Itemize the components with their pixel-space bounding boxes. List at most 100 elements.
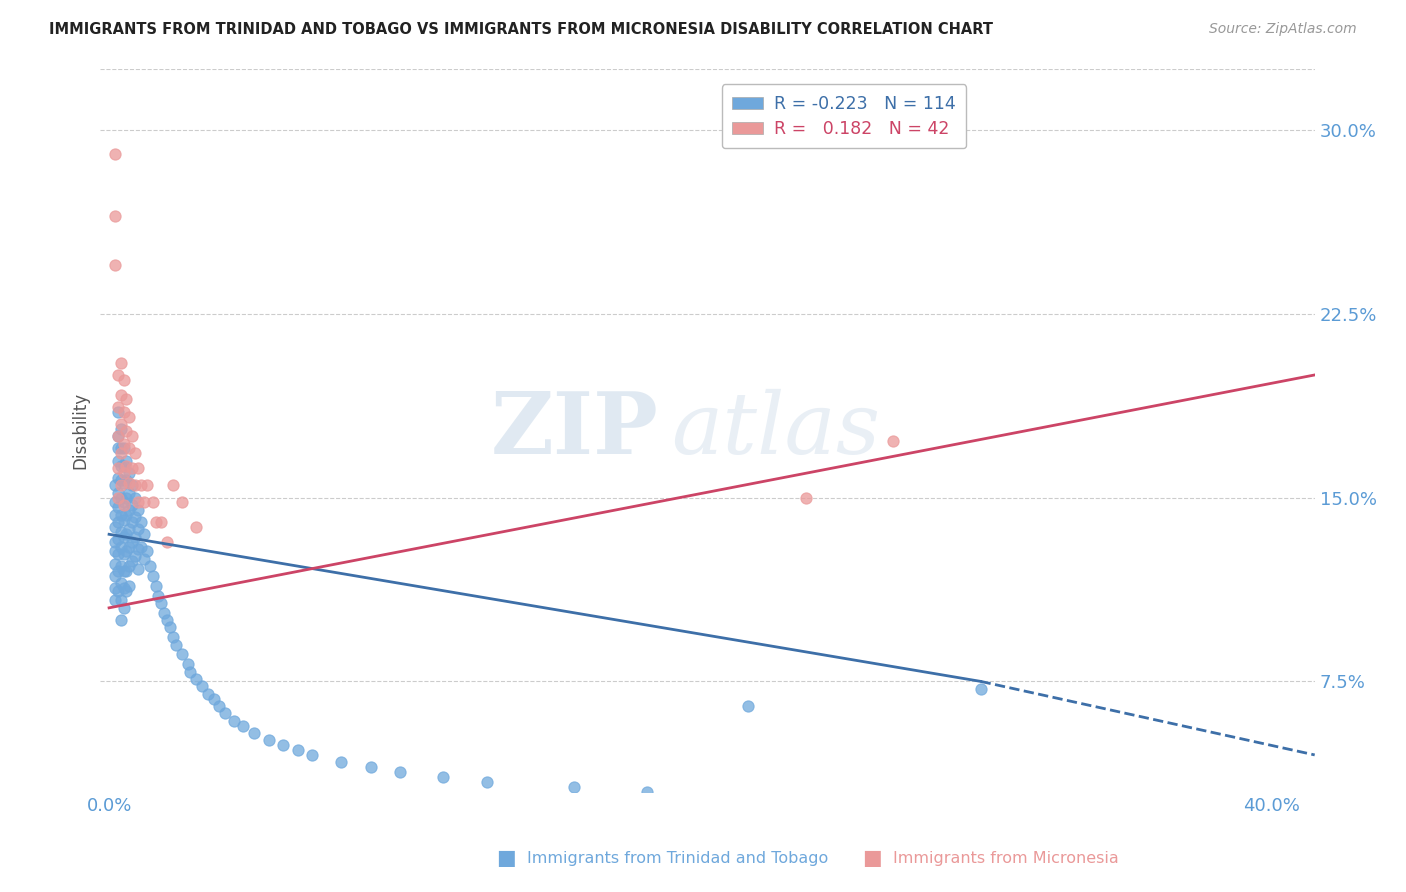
Point: [145, 515, 167, 529]
Point: [115, 474, 138, 488]
Point: [107, 429, 129, 443]
Point: [110, 593, 132, 607]
Point: [121, 534, 143, 549]
Point: [737, 698, 759, 713]
Point: [110, 458, 132, 473]
Point: [104, 534, 127, 549]
Point: [118, 503, 141, 517]
Point: [107, 405, 129, 419]
Text: ZIP: ZIP: [491, 388, 659, 472]
Point: [104, 508, 127, 522]
Point: [794, 491, 817, 505]
Point: [432, 770, 454, 784]
Point: [135, 544, 157, 558]
Point: [107, 532, 129, 546]
Point: [107, 429, 129, 443]
Point: [118, 540, 141, 554]
Point: [112, 512, 135, 526]
Point: [110, 422, 132, 436]
Point: [107, 547, 129, 561]
Point: [330, 756, 353, 770]
Point: [388, 765, 411, 780]
Point: [127, 522, 149, 536]
Point: [257, 733, 280, 747]
Point: [110, 478, 132, 492]
Point: [112, 581, 135, 595]
Point: [107, 400, 129, 414]
Text: IMMIGRANTS FROM TRINIDAD AND TOBAGO VS IMMIGRANTS FROM MICRONESIA DISABILITY COR: IMMIGRANTS FROM TRINIDAD AND TOBAGO VS I…: [49, 22, 993, 37]
Point: [118, 475, 141, 490]
Point: [110, 387, 132, 401]
Point: [112, 466, 135, 480]
Y-axis label: Disability: Disability: [72, 392, 89, 468]
Point: [107, 454, 129, 468]
Point: [145, 579, 167, 593]
Point: [112, 495, 135, 509]
Point: [124, 446, 146, 460]
Text: Immigrants from Micronesia: Immigrants from Micronesia: [893, 851, 1119, 865]
Point: [124, 491, 146, 505]
Point: [112, 475, 135, 490]
Point: [138, 559, 160, 574]
Point: [118, 466, 141, 480]
Text: Immigrants from Trinidad and Tobago: Immigrants from Trinidad and Tobago: [527, 851, 828, 865]
Point: [112, 498, 135, 512]
Point: [107, 564, 129, 578]
Point: [110, 417, 132, 431]
Point: [110, 540, 132, 554]
Point: [115, 583, 138, 598]
Point: [179, 665, 201, 679]
Point: [107, 485, 129, 500]
Point: [124, 530, 146, 544]
Point: [104, 520, 127, 534]
Point: [110, 559, 132, 574]
Point: [110, 442, 132, 456]
Point: [115, 564, 138, 578]
Point: [115, 544, 138, 558]
Point: [121, 498, 143, 512]
Point: [186, 520, 208, 534]
Text: ■: ■: [496, 848, 516, 868]
Point: [110, 446, 132, 460]
Point: [110, 356, 132, 370]
Point: [562, 780, 585, 794]
Point: [115, 508, 138, 522]
Point: [127, 495, 149, 509]
Point: [112, 530, 135, 544]
Point: [969, 681, 991, 696]
Point: [124, 510, 146, 524]
Point: [115, 491, 138, 505]
Point: [104, 569, 127, 583]
Point: [107, 515, 129, 529]
Point: [127, 561, 149, 575]
Text: ■: ■: [862, 848, 882, 868]
Point: [214, 706, 236, 721]
Point: [127, 541, 149, 556]
Point: [142, 569, 165, 583]
Point: [107, 442, 129, 456]
Point: [232, 718, 254, 732]
Point: [127, 461, 149, 475]
Point: [115, 458, 138, 473]
Point: [148, 589, 170, 603]
Point: [170, 495, 193, 509]
Point: [273, 738, 295, 752]
Point: [104, 557, 127, 571]
Point: [202, 691, 225, 706]
Point: [110, 491, 132, 505]
Point: [112, 405, 135, 419]
Point: [118, 409, 141, 424]
Point: [132, 527, 155, 541]
Point: [121, 429, 143, 443]
Point: [162, 478, 184, 492]
Point: [104, 209, 127, 223]
Point: [121, 554, 143, 568]
Point: [104, 478, 127, 492]
Point: [222, 714, 245, 728]
Point: [112, 547, 135, 561]
Point: [287, 743, 309, 757]
Point: [197, 687, 219, 701]
Point: [107, 500, 129, 515]
Point: [118, 485, 141, 500]
Point: [121, 515, 143, 529]
